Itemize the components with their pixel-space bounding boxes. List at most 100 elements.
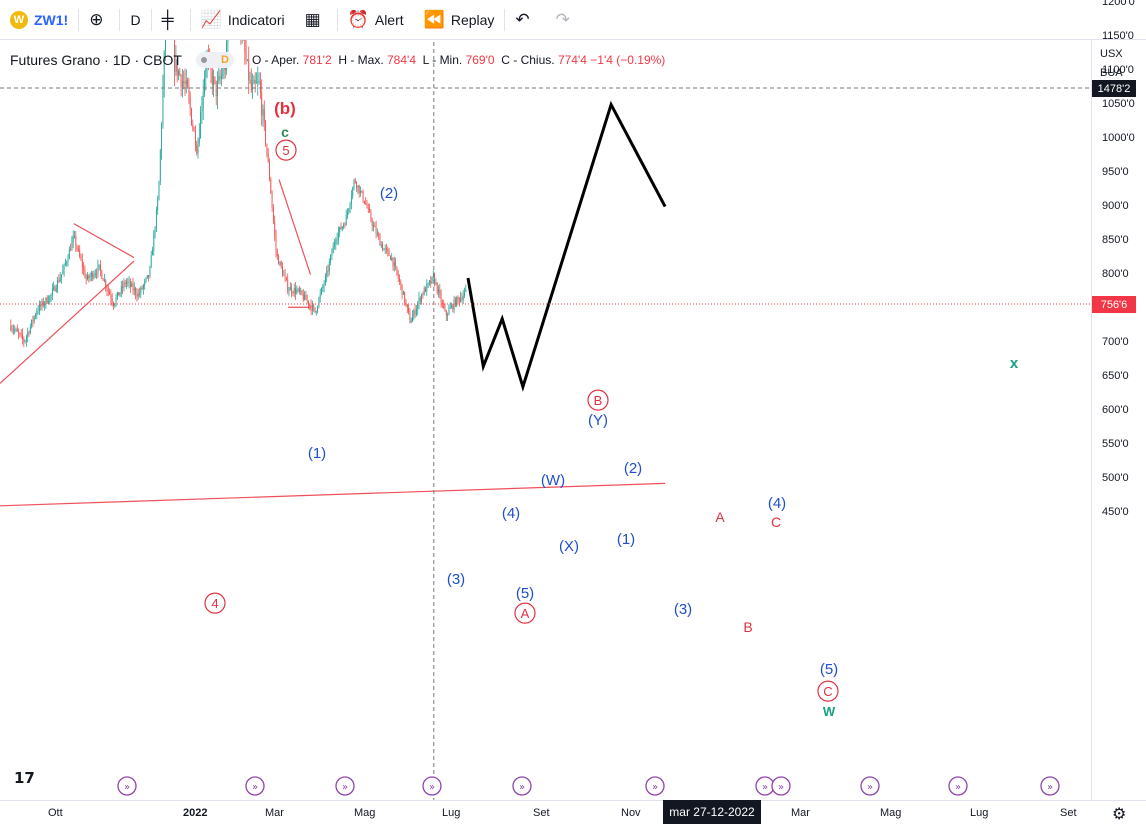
candle-body: [456, 296, 458, 306]
wave-label: (5): [516, 585, 534, 602]
time-axis-label: Set: [1060, 807, 1077, 819]
candle-body: [116, 292, 118, 298]
candle-body: [321, 288, 322, 294]
candle-body: [118, 292, 120, 296]
event-arrow-icon: »: [1047, 782, 1053, 793]
grid-icon: ▦: [304, 9, 321, 29]
candle-body: [244, 40, 246, 52]
candle-body: [204, 77, 205, 93]
price-chart[interactable]: »»»»»»»»»» »17 (b)c54(1)(2)(3)(4)(5)A(W)(…: [0, 40, 1091, 800]
candle-body: [384, 248, 386, 250]
candle-body: [144, 280, 146, 286]
candle-body: [341, 226, 343, 230]
interval-label: D: [130, 11, 141, 28]
candle-body: [275, 235, 277, 252]
candle-body: [115, 297, 117, 304]
chart-type-button[interactable]: ╪: [152, 0, 190, 40]
candle-body: [102, 278, 104, 282]
currency-button[interactable]: USX: [1100, 48, 1123, 60]
top-toolbar: W ZW1! ⊕ D ╪ 📈 Indicatori ▦ ⏰ Alert ⏪ Re…: [0, 0, 1146, 40]
candle-body: [413, 310, 415, 317]
candle-body: [276, 251, 278, 256]
candle-body: [250, 80, 252, 91]
candle-body: [109, 291, 111, 295]
bar-chart-icon: ╪: [161, 9, 174, 29]
candle-body: [261, 92, 263, 116]
candle-body: [178, 71, 179, 76]
redo-button[interactable]: ↷: [546, 0, 586, 40]
time-axis[interactable]: [0, 800, 1146, 829]
candle-body: [249, 80, 251, 82]
templates-button[interactable]: ▦: [295, 0, 337, 40]
candle-body: [192, 124, 194, 129]
candle-body: [14, 329, 16, 331]
candle-body: [363, 200, 365, 204]
candle-body: [252, 83, 254, 91]
wave-label: (3): [674, 601, 692, 618]
gear-icon[interactable]: ⚙: [1112, 806, 1127, 823]
candle-body: [438, 289, 439, 293]
price-axis[interactable]: [1091, 40, 1146, 800]
candle-body: [439, 289, 441, 294]
candle-body: [211, 69, 213, 85]
trendlines-layer: [0, 179, 666, 507]
unit-mode-button[interactable]: BUA: [1100, 67, 1123, 79]
candle-body: [327, 270, 329, 272]
candle-body: [353, 180, 355, 188]
candle-body: [15, 329, 17, 330]
candle-body: [378, 233, 380, 237]
candle-body: [94, 273, 96, 276]
replay-button[interactable]: ⏪ Replay: [414, 0, 505, 40]
candle-body: [154, 228, 156, 234]
candle-body: [322, 286, 324, 289]
candle-body: [174, 40, 176, 72]
candle-body: [443, 303, 445, 308]
candle-body: [360, 190, 361, 193]
legend-badge[interactable]: D: [195, 52, 234, 68]
event-marker-icon: [645, 776, 665, 796]
plus-circle-icon: ⊕: [89, 9, 104, 29]
candle-body: [453, 299, 455, 310]
candle-body: [441, 302, 443, 304]
candle-body: [352, 187, 354, 197]
candle-body: [306, 300, 308, 301]
wave-label: B: [743, 619, 752, 635]
symbol-search[interactable]: W ZW1!: [0, 0, 78, 40]
overlay-layer: » » » » » » » » » » » 17: [0, 42, 1091, 800]
candle-body: [120, 286, 122, 293]
candle-body: [20, 333, 22, 335]
candle-body: [435, 282, 437, 284]
wave-label: (2): [624, 460, 642, 477]
candle-body: [45, 297, 47, 304]
indicators-button[interactable]: 📈 Indicatori: [191, 0, 295, 40]
candle-body: [392, 257, 394, 267]
candle-body: [113, 303, 114, 307]
interval-button[interactable]: D: [120, 0, 150, 40]
candle-body: [85, 277, 87, 280]
candle-body: [258, 80, 260, 82]
event-arrow-icon: »: [652, 782, 658, 793]
candle-body: [379, 236, 381, 246]
candle-body: [139, 293, 140, 295]
divider: [150, 8, 152, 31]
candle-body: [161, 125, 163, 151]
alert-button[interactable]: ⏰ Alert: [338, 0, 414, 40]
compare-button[interactable]: ⊕: [79, 0, 119, 40]
candle-body: [308, 300, 309, 306]
undo-button[interactable]: ↶: [505, 0, 545, 40]
candle-body: [270, 178, 272, 194]
candle-body: [315, 311, 317, 313]
candle-body: [126, 281, 127, 285]
candle-body: [145, 277, 147, 281]
candle-body: [246, 59, 248, 61]
candle-body: [256, 82, 257, 84]
time-axis-label: Mag: [354, 807, 376, 819]
wave-label: (1): [308, 445, 326, 462]
candle-body: [284, 274, 286, 278]
price-axis-label: 850'0: [1102, 233, 1129, 246]
candle-body: [58, 280, 60, 282]
candle-body: [347, 212, 348, 216]
candle-body: [366, 203, 368, 208]
tradingview-logo-icon: 17: [14, 769, 35, 787]
candle-body: [35, 315, 36, 317]
